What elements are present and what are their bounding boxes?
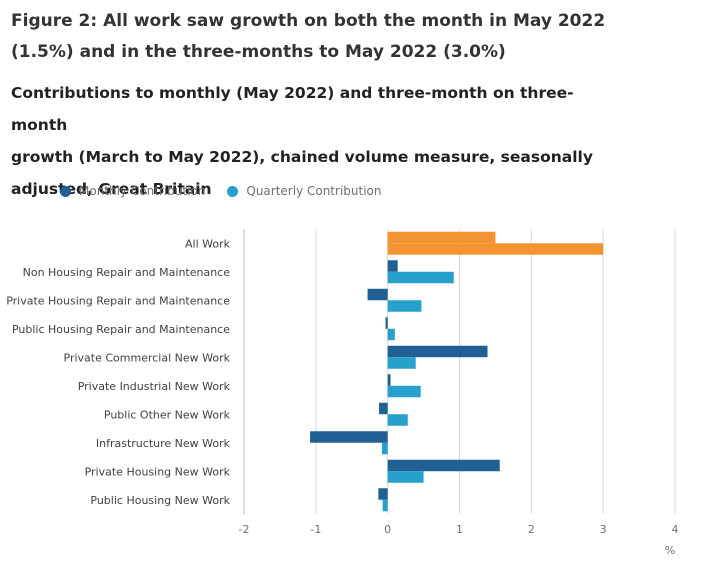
chart-title: Figure 2: All work saw growth on both th… [11,6,691,68]
bar-monthly[interactable] [367,288,388,301]
bar-monthly[interactable] [387,231,496,244]
category-label: All Work [185,237,231,250]
bar-monthly[interactable] [379,402,388,415]
chart-subtitle-line-1: Contributions to monthly (May 2022) and … [11,84,574,134]
legend-label-quarterly: Quarterly Contribution [246,184,382,198]
bar-monthly[interactable] [310,431,388,443]
bar-quarterly[interactable] [387,385,421,398]
x-tick-label: 4 [672,523,679,536]
bar-monthly[interactable] [387,374,391,386]
legend-swatch-monthly [60,185,71,197]
category-label: Public Housing New Work [90,494,230,507]
x-tick-label: 3 [600,523,607,536]
x-tick-label: -1 [310,523,321,536]
category-label: Non Housing Repair and Maintenance [23,266,231,279]
bar-quarterly[interactable] [387,328,395,341]
bar-quarterly[interactable] [387,414,408,426]
legend-swatch-quarterly [227,185,239,197]
legend-item-quarterly[interactable]: Quarterly Contribution [227,184,382,198]
bar-quarterly[interactable] [381,442,388,455]
bar-monthly[interactable] [387,345,488,358]
bar-quarterly[interactable] [387,357,416,369]
chart-subtitle-line-2: growth (March to May 2022), chained volu… [11,148,593,166]
category-label: Private Housing Repair and Maintenance [6,294,230,307]
category-label: Private Commercial New Work [64,351,231,364]
x-tick-label: 1 [456,523,463,536]
legend-item-monthly[interactable]: Monthly Contribution [60,184,205,198]
chart-title-line-2: (1.5%) and in the three-months to May 20… [11,42,506,62]
bar-monthly[interactable] [387,459,500,472]
x-tick-label: 2 [528,523,535,536]
bar-quarterly[interactable] [387,471,424,483]
bar-quarterly[interactable] [387,271,454,284]
chart-title-line-1: Figure 2: All work saw growth on both th… [11,11,606,31]
chart-legend: Monthly Contribution Quarterly Contribut… [60,184,382,198]
chart-subtitle: Contributions to monthly (May 2022) and … [11,77,611,205]
x-tick-label: -2 [239,523,250,536]
bar-quarterly[interactable] [387,300,422,312]
bar-monthly[interactable] [378,488,388,500]
category-label: Infrastructure New Work [96,437,231,450]
category-label: Public Other New Work [104,408,231,421]
x-tick-label: 0 [384,523,391,536]
bar-quarterly[interactable] [387,243,604,255]
bar-quarterly[interactable] [382,499,388,512]
legend-label-monthly: Monthly Contribution [79,184,206,198]
category-label: Private Housing New Work [85,465,231,478]
category-label: Private Industrial New Work [78,380,231,393]
x-axis-unit-label: % [665,544,675,557]
bar-monthly[interactable] [387,260,398,272]
bar-monthly[interactable] [385,317,388,329]
category-label: Public Housing Repair and Maintenance [12,323,230,336]
